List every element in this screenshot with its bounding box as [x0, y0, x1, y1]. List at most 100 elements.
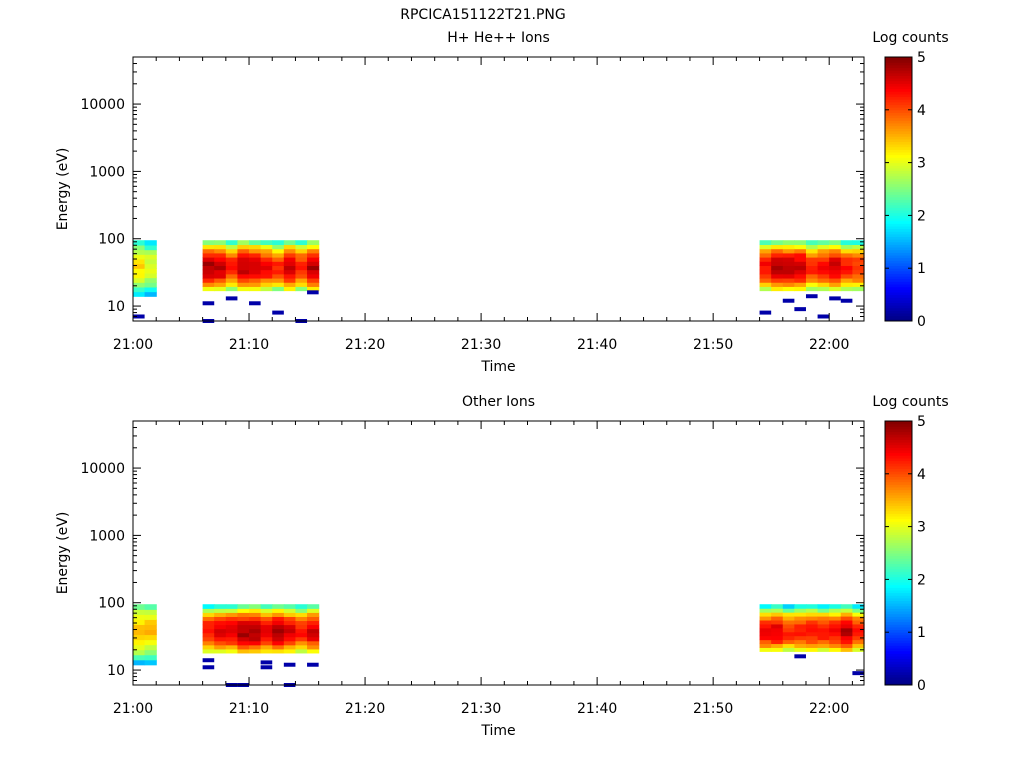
heatmap-cell	[144, 629, 157, 636]
colorbar-swatch	[885, 479, 912, 483]
heatmap-cell	[249, 616, 262, 622]
heatmap-cell	[829, 257, 842, 262]
colorbar-swatch	[885, 592, 912, 596]
colorbar-swatch	[885, 291, 912, 296]
colorbar-swatch	[885, 455, 912, 459]
heatmap-cell	[307, 286, 320, 292]
heatmap-cell	[840, 616, 853, 621]
colorbar-swatch	[885, 72, 912, 76]
colorbar-swatch	[885, 262, 912, 267]
heatmap-cell	[272, 273, 285, 279]
heatmap-cell	[283, 608, 297, 613]
colorbar-swatch	[885, 99, 912, 103]
colorbar-swatch	[885, 463, 912, 467]
heatmap-cell	[771, 257, 784, 262]
y-axis-label: Energy (eV)	[55, 512, 71, 595]
heatmap-cell	[144, 263, 157, 269]
heatmap-cell	[817, 244, 830, 250]
x-tick-label: 21:30	[461, 701, 501, 717]
y-tick-label: 100	[98, 596, 125, 612]
heatmap-cell	[214, 277, 227, 283]
colorbar-swatch	[885, 632, 912, 636]
heatmap-cell	[295, 265, 308, 271]
heatmap-cell	[817, 619, 830, 625]
heatmap-cell	[852, 273, 865, 279]
colorbar-tick-label: 1	[917, 261, 926, 277]
heatmap-cell	[260, 286, 273, 292]
heatmap-cell	[272, 269, 285, 275]
heatmap-cell	[272, 261, 285, 266]
colorbar-swatch	[885, 566, 912, 570]
heatmap-cell	[260, 628, 273, 634]
heatmap-cell	[225, 257, 239, 262]
colorbar-swatch	[885, 199, 912, 203]
heatmap-cell	[307, 282, 320, 287]
heatmap-cell	[794, 307, 806, 312]
x-tick-label: 21:10	[229, 701, 269, 717]
heatmap-cell	[829, 612, 842, 617]
heatmap-cell	[144, 659, 157, 666]
colorbar-swatch	[885, 605, 912, 609]
heatmap-cell	[307, 252, 320, 258]
heatmap-cell	[817, 240, 830, 246]
heatmap-cell	[771, 627, 784, 633]
colorbar-swatch	[885, 613, 912, 617]
heatmap-cell	[817, 314, 830, 319]
heatmap-cell	[283, 273, 297, 279]
heatmap-cell	[202, 620, 215, 626]
heatmap-cell	[214, 620, 227, 626]
heatmap-cell	[852, 269, 865, 275]
heatmap-cell	[133, 277, 146, 283]
heatmap-cell	[283, 636, 297, 642]
colorbar-swatch	[885, 294, 912, 298]
heatmap-cell	[214, 261, 227, 266]
heatmap-cell	[805, 265, 819, 271]
heatmap-cell	[260, 640, 273, 646]
colorbar-swatch	[885, 611, 912, 615]
heatmap-cell	[283, 604, 297, 609]
y-tick-label: 10000	[80, 97, 125, 113]
colorbar-swatch	[885, 236, 912, 240]
heatmap-cell	[295, 257, 308, 262]
heatmap-cell	[260, 665, 273, 670]
heatmap-cell	[782, 635, 795, 641]
heatmap-cell	[759, 240, 772, 246]
heatmap-cell	[260, 265, 273, 271]
heatmap-cell	[214, 648, 227, 654]
colorbar-swatch	[885, 563, 912, 567]
heatmap-cell	[144, 240, 157, 246]
heatmap-cell	[283, 620, 297, 626]
heatmap-cell	[307, 636, 320, 642]
heatmap-cell	[272, 644, 285, 650]
colorbar-swatch	[885, 170, 912, 174]
colorbar-swatch	[885, 299, 912, 304]
heatmap-cell	[295, 273, 308, 279]
heatmap-cell	[295, 244, 308, 250]
heatmap-cell	[817, 631, 830, 637]
heatmap-cell	[283, 644, 297, 650]
heatmap-cell	[829, 244, 842, 250]
colorbar-swatch	[885, 233, 912, 238]
heatmap-cell	[133, 654, 146, 661]
heatmap-cell	[817, 282, 830, 287]
heatmap-cell	[144, 639, 157, 646]
heatmap-cell	[840, 619, 853, 625]
heatmap-cell	[817, 612, 830, 617]
heatmap-cell	[852, 627, 865, 633]
colorbar-swatch	[885, 661, 912, 665]
colorbar-swatch	[885, 284, 912, 288]
heatmap-cell	[249, 269, 262, 275]
heatmap-cell	[805, 248, 819, 254]
heatmap-cell	[260, 269, 273, 275]
heatmap-cell	[771, 269, 784, 275]
heatmap-cell	[295, 240, 308, 246]
heatmap-cell	[202, 286, 215, 292]
heatmap-cell	[260, 648, 273, 654]
heatmap-cell	[260, 277, 273, 283]
heatmap-cell	[283, 261, 297, 266]
heatmap-cell	[817, 257, 830, 262]
colorbar-swatch	[885, 428, 912, 433]
heatmap-cell	[805, 277, 819, 283]
heatmap-cell	[840, 244, 853, 250]
